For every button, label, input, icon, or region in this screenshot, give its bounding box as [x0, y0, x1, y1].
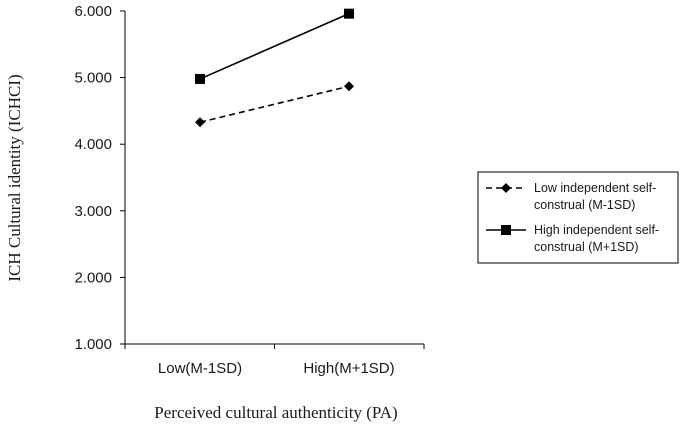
y-axis-title: ICH Cultural identity (ICHCI)	[5, 74, 24, 281]
data-point-diamond	[344, 81, 354, 92]
legend-label: construal (M-1SD)	[534, 198, 635, 212]
series-line	[199, 12, 350, 80]
legend-entry: High independent self-construal (M+1SD)	[486, 223, 659, 254]
legend-label: construal (M+1SD)	[534, 240, 639, 254]
legend-marker-diamond	[501, 183, 511, 193]
data-point-square	[344, 8, 354, 19]
y-tick-label: 4.000	[74, 136, 112, 153]
x-tick-label: Low(M-1SD)	[158, 360, 242, 377]
data-point-square	[195, 73, 205, 84]
legend-label: Low independent self-	[534, 181, 656, 195]
x-tick-label: High(M+1SD)	[303, 360, 394, 377]
legend: Low independent self-construal (M-1SD) Hi…	[477, 171, 679, 264]
x-tick-labels: Low(M-1SD) High(M+1SD)	[124, 344, 425, 377]
y-tick-label: 5.000	[74, 70, 112, 87]
legend-marker-square	[501, 225, 511, 235]
y-tick-label: 2.000	[74, 269, 112, 286]
series-2	[195, 8, 354, 84]
data-point-diamond	[195, 117, 205, 128]
y-tick-label: 6.000	[74, 3, 112, 20]
legend-label: High independent self-	[534, 223, 659, 237]
legend-box	[477, 171, 679, 264]
series-line	[199, 85, 350, 123]
x-axis-title: Perceived cultural authenticity (PA)	[154, 403, 397, 422]
series-1	[195, 81, 354, 128]
y-tick-label: 1.000	[74, 336, 112, 353]
series-layer	[195, 8, 354, 128]
y-tick-label: 3.000	[74, 203, 112, 220]
legend-entry: Low independent self-construal (M-1SD)	[486, 181, 656, 212]
y-tick-labels: 1.000 2.000 3.000 4.000 5.000 6.000	[74, 3, 125, 353]
